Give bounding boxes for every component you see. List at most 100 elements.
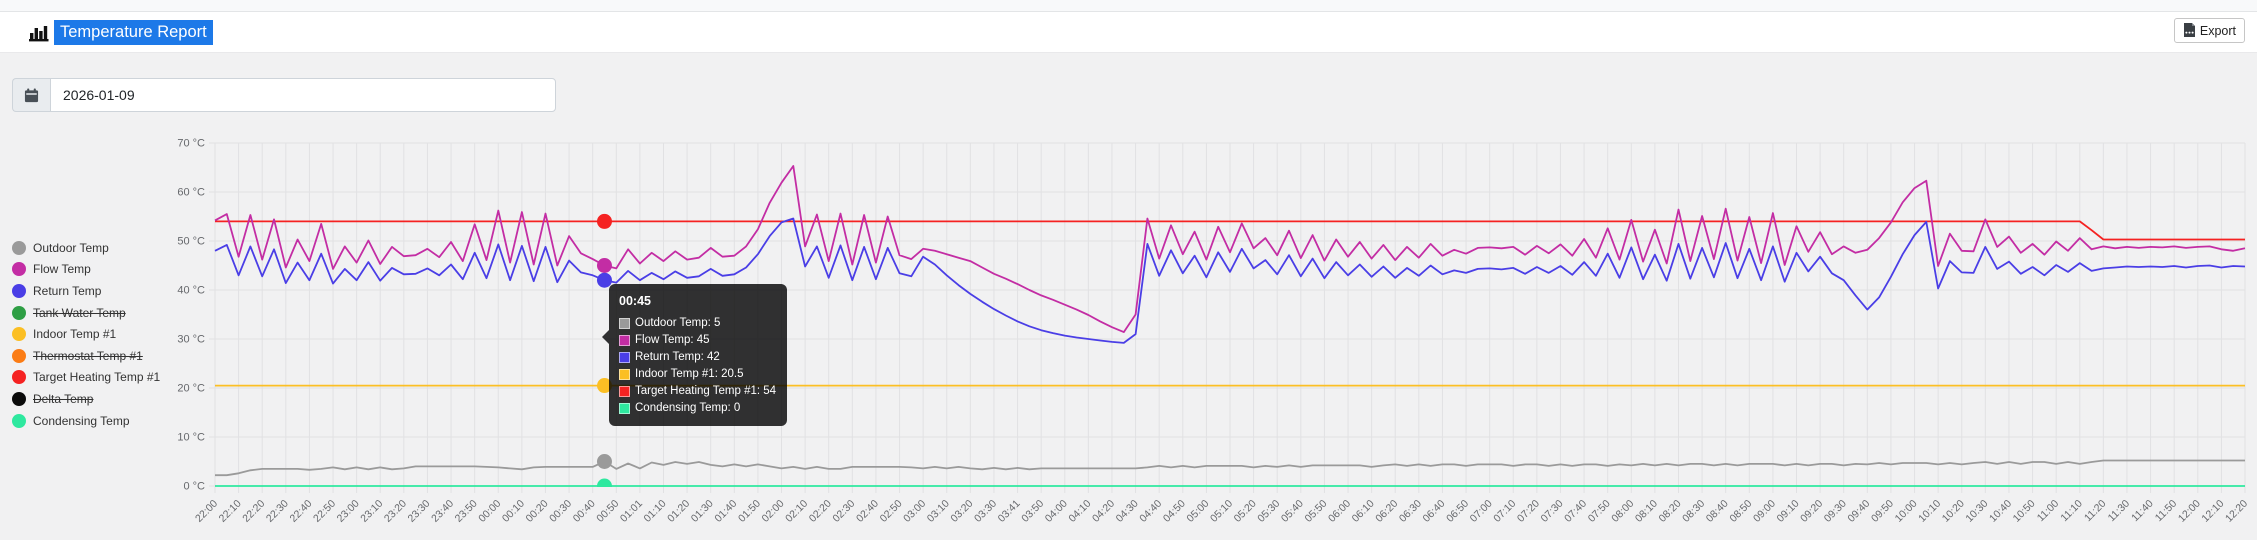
svg-text:04:30: 04:30 xyxy=(1114,498,1141,525)
svg-text:01:20: 01:20 xyxy=(665,498,692,525)
svg-text:07:50: 07:50 xyxy=(1586,498,1613,525)
svg-text:11:10: 11:10 xyxy=(2058,498,2085,525)
svg-text:00:00: 00:00 xyxy=(476,498,503,525)
tooltip-swatch xyxy=(619,317,630,329)
svg-text:0 °C: 0 °C xyxy=(183,481,205,493)
date-input[interactable] xyxy=(50,78,556,112)
svg-text:03:00: 03:00 xyxy=(901,498,928,525)
legend-label: Indoor Temp #1 xyxy=(33,327,117,342)
tooltip-title: 00:45 xyxy=(619,294,651,308)
svg-text:30 °C: 30 °C xyxy=(177,334,205,346)
x-axis-labels: 22:0022:1022:2022:3022:4022:5023:0023:10… xyxy=(193,498,2250,525)
svg-text:09:50: 09:50 xyxy=(1869,498,1896,525)
svg-text:12:00: 12:00 xyxy=(2176,498,2203,525)
legend-item-flow-temp[interactable]: Flow Temp xyxy=(12,259,160,281)
series-flow-temp xyxy=(214,165,2246,334)
legend-item-thermostat-temp-1[interactable]: Thermostat Temp #1 xyxy=(12,345,160,367)
tooltip-swatch xyxy=(619,402,630,414)
tooltip-value: Return Temp: 42 xyxy=(635,350,720,363)
svg-text:23:50: 23:50 xyxy=(453,498,480,525)
calendar-icon xyxy=(12,78,50,112)
export-label: Export xyxy=(2199,23,2236,38)
svg-text:06:10: 06:10 xyxy=(1350,498,1377,525)
legend-item-delta-temp[interactable]: Delta Temp xyxy=(12,388,160,410)
legend-swatch xyxy=(12,370,26,385)
svg-text:50 °C: 50 °C xyxy=(177,236,205,248)
svg-text:70 °C: 70 °C xyxy=(177,138,205,150)
legend-label: Thermostat Temp #1 xyxy=(33,348,143,363)
tooltip-row: Outdoor Temp: 5 xyxy=(619,315,776,332)
legend-label: Outdoor Temp xyxy=(33,240,109,255)
legend-label: Flow Temp xyxy=(33,262,91,277)
export-file-icon xyxy=(2183,23,2195,37)
date-picker-group xyxy=(12,78,556,112)
svg-text:00:30: 00:30 xyxy=(547,498,574,525)
svg-text:03:41: 03:41 xyxy=(996,498,1023,525)
svg-text:01:01: 01:01 xyxy=(618,498,645,525)
tooltip-row: Flow Temp: 45 xyxy=(619,332,776,349)
svg-text:06:20: 06:20 xyxy=(1373,498,1400,525)
svg-text:08:30: 08:30 xyxy=(1680,498,1707,525)
svg-text:09:40: 09:40 xyxy=(1845,498,1872,525)
svg-text:05:00: 05:00 xyxy=(1184,498,1211,525)
svg-text:04:50: 04:50 xyxy=(1161,498,1188,525)
top-strip xyxy=(0,0,2257,12)
tooltip-swatch xyxy=(619,351,630,363)
hover-point xyxy=(596,258,612,273)
svg-text:22:30: 22:30 xyxy=(264,498,291,525)
legend-item-target-heating-temp-1[interactable]: Target Heating Temp #1 xyxy=(12,367,160,389)
svg-text:08:10: 08:10 xyxy=(1633,498,1660,525)
svg-text:11:40: 11:40 xyxy=(2129,498,2156,525)
svg-text:11:50: 11:50 xyxy=(2153,498,2180,525)
svg-text:07:30: 07:30 xyxy=(1539,498,1566,525)
svg-text:11:20: 11:20 xyxy=(2082,498,2109,525)
export-button[interactable]: Export xyxy=(2173,18,2245,43)
legend-item-condensing-temp[interactable]: Condensing Temp xyxy=(12,410,160,432)
tooltip-value: Condensing Temp: 0 xyxy=(635,401,741,414)
tooltip-row: Target Heating Temp #1: 54 xyxy=(619,383,776,400)
svg-text:01:10: 01:10 xyxy=(642,498,669,525)
svg-text:06:00: 06:00 xyxy=(1326,498,1353,525)
hover-point xyxy=(596,272,612,288)
legend-label: Delta Temp xyxy=(33,391,94,406)
tooltip-caret xyxy=(602,330,609,344)
chart-tooltip: 00:45 Outdoor Temp: 5 Flow Temp: 45 Return… xyxy=(602,284,788,426)
legend-item-outdoor-temp[interactable]: Outdoor Temp xyxy=(12,237,160,259)
svg-text:06:40: 06:40 xyxy=(1420,498,1447,525)
legend-label: Target Heating Temp #1 xyxy=(33,370,161,385)
legend-swatch xyxy=(12,283,26,298)
svg-text:07:00: 07:00 xyxy=(1468,498,1495,525)
tooltip-value: Target Heating Temp #1: 54 xyxy=(635,384,777,397)
svg-text:00:50: 00:50 xyxy=(594,498,621,525)
svg-text:10:40: 10:40 xyxy=(1987,498,2014,525)
svg-text:03:10: 03:10 xyxy=(925,498,952,525)
svg-text:22:40: 22:40 xyxy=(287,498,314,525)
svg-text:12:10: 12:10 xyxy=(2199,498,2226,525)
svg-text:06:30: 06:30 xyxy=(1397,498,1424,525)
legend: Outdoor Temp Flow Temp Return Temp Tank Wat… xyxy=(12,237,160,431)
legend-label: Tank Water Temp xyxy=(33,305,126,320)
svg-text:09:10: 09:10 xyxy=(1775,498,1802,525)
svg-text:00:10: 00:10 xyxy=(500,498,527,525)
svg-text:01:30: 01:30 xyxy=(689,498,716,525)
legend-item-return-temp[interactable]: Return Temp xyxy=(12,280,160,302)
svg-text:03:20: 03:20 xyxy=(948,498,975,525)
legend-item-indoor-temp-1[interactable]: Indoor Temp #1 xyxy=(12,323,160,345)
hover-point xyxy=(596,454,612,469)
svg-text:22:50: 22:50 xyxy=(311,498,338,525)
svg-text:06:50: 06:50 xyxy=(1444,498,1471,525)
svg-text:10 °C: 10 °C xyxy=(177,432,205,444)
svg-text:01:40: 01:40 xyxy=(712,498,739,525)
svg-text:09:20: 09:20 xyxy=(1798,498,1825,525)
svg-text:05:10: 05:10 xyxy=(1208,498,1235,525)
series-outdoor-temp xyxy=(215,459,2245,477)
legend-swatch xyxy=(12,305,26,320)
legend-item-tank-water-temp[interactable]: Tank Water Temp xyxy=(12,302,160,324)
report-content: 70 °C 60 °C 50 °C 40 °C 30 °C 20 °C 10 °C 0 °C 2… xyxy=(0,52,2257,540)
tooltip-rows: Outdoor Temp: 5 Flow Temp: 45 Return Temp:… xyxy=(619,315,776,417)
svg-text:04:10: 04:10 xyxy=(1066,498,1093,525)
svg-text:10:20: 10:20 xyxy=(1940,498,1967,525)
